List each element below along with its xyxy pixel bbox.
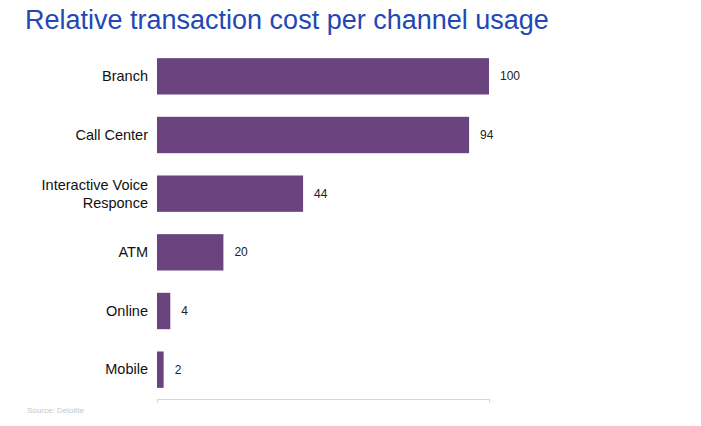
- y-tick: Branch: [102, 68, 148, 84]
- bar: [157, 351, 164, 387]
- x-tick-mark: [157, 399, 158, 403]
- data-label: 44: [314, 187, 328, 201]
- y-tick: Online: [106, 303, 148, 319]
- y-axis: Branch Call Center Interactive VoiceRespon…: [42, 68, 149, 377]
- data-label: 94: [480, 128, 494, 142]
- y-tick: Mobile: [105, 361, 148, 377]
- y-tick: Interactive VoiceResponce: [42, 177, 148, 211]
- y-tick-label: ATM: [118, 244, 148, 260]
- data-label: 20: [234, 245, 248, 259]
- y-tick: ATM: [118, 244, 148, 260]
- x-axis-line: [158, 400, 490, 404]
- bar: [157, 234, 223, 270]
- x-axis: [158, 399, 490, 403]
- y-tick-label: Online: [106, 303, 148, 319]
- data-label: 2: [175, 363, 182, 377]
- y-tick-label: Call Center: [75, 127, 148, 143]
- bar: [157, 175, 303, 211]
- bars: [157, 58, 489, 388]
- bar: [157, 117, 469, 153]
- bar: [157, 58, 489, 94]
- y-tick-label: Branch: [102, 68, 148, 84]
- bar: [157, 293, 170, 329]
- y-tick: Call Center: [75, 127, 148, 143]
- data-label: 100: [500, 69, 520, 83]
- data-label: 4: [181, 304, 188, 318]
- x-tick: [157, 399, 158, 403]
- x-tick: [489, 399, 490, 403]
- title: Relative transaction cost per channel us…: [25, 5, 549, 35]
- chart: Relative transaction cost per channel us…: [0, 0, 701, 426]
- y-tick-label: Mobile: [105, 361, 148, 377]
- x-tick-mark: [489, 399, 490, 403]
- source: Source: Deloitte: [27, 406, 84, 415]
- y-tick-label: Interactive VoiceResponce: [42, 177, 148, 211]
- data-labels: 100 94 44 20 4 2: [175, 69, 521, 376]
